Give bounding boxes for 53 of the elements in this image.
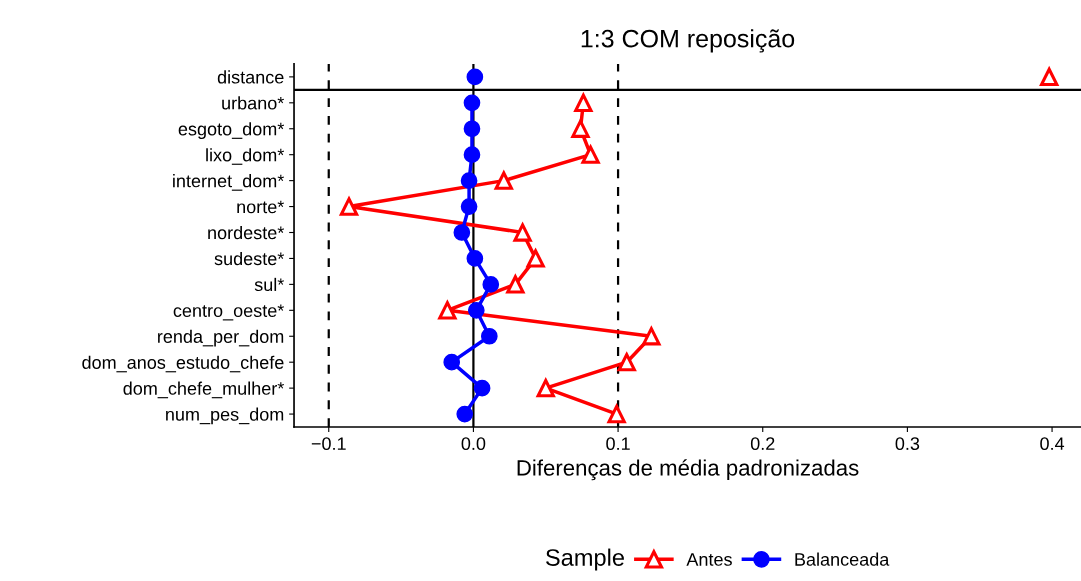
y-tick-label: sudeste*: [214, 251, 285, 266]
y-tick-label: dom_anos_estudo_chefe: [82, 355, 284, 373]
y-tick-label: nordeste*: [208, 225, 285, 240]
y-tick-label: num_pes_dom: [166, 407, 284, 425]
point: [466, 250, 484, 267]
y-tick-label: centro_oeste*: [173, 304, 285, 321]
y-tick-label: dom_chefe_mulher*: [123, 381, 285, 399]
point: [463, 120, 481, 138]
point: [456, 405, 474, 423]
legend-label: Balanceada: [795, 552, 890, 566]
x-tick-label: 0.2: [750, 437, 775, 451]
point: [463, 94, 481, 112]
point: [453, 224, 471, 241]
point: [473, 379, 491, 397]
x-tick-label: 0.1: [606, 437, 630, 451]
y-tick-label: norte*: [237, 200, 285, 214]
point: [438, 301, 457, 320]
point: [571, 119, 590, 138]
point: [607, 404, 626, 424]
point: [513, 223, 532, 242]
point: [642, 327, 661, 346]
y-tick-label: internet_dom*: [173, 174, 285, 191]
x-axis-title: Diferenças de média padronizadas: [517, 459, 859, 481]
point: [460, 172, 478, 189]
legend-title: Sample: [546, 548, 624, 571]
x-tick-label: 0.4: [1040, 437, 1065, 451]
point: [463, 146, 481, 164]
point: [526, 249, 545, 268]
point: [467, 301, 485, 319]
chart-title: 1:3 COM reposição: [581, 29, 795, 53]
point: [1039, 65, 1060, 87]
legend-label: Antes: [686, 553, 732, 566]
point: [536, 378, 555, 398]
y-tick-label: lixo_dom*: [206, 148, 285, 165]
y-tick-label: distance: [217, 70, 284, 84]
y-tick-label: renda_per_dom: [158, 329, 284, 347]
y-tick-label: esgoto_dom*: [178, 122, 285, 140]
point: [580, 143, 601, 164]
point: [617, 353, 636, 372]
point: [480, 327, 498, 345]
y-tick-label: sul*: [254, 277, 285, 292]
point: [443, 353, 461, 371]
x-tick-label: −0.1: [311, 437, 346, 451]
point: [460, 198, 478, 215]
x-tick-label: 0.3: [895, 437, 920, 451]
point: [573, 91, 594, 112]
point: [466, 68, 484, 86]
y-tick-label: urbano*: [222, 96, 285, 110]
point: [494, 171, 513, 190]
point: [339, 197, 359, 216]
point: [506, 275, 525, 294]
x-tick-label: 0.0: [461, 437, 486, 451]
point: [482, 276, 500, 293]
